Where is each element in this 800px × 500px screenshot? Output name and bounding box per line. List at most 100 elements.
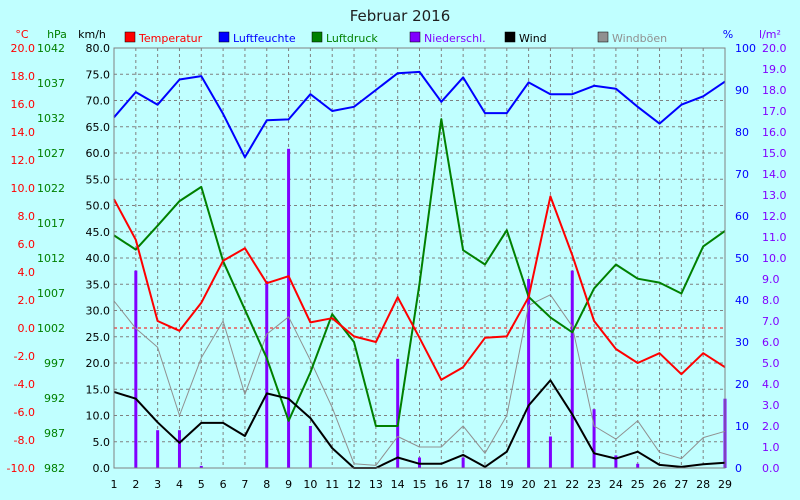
temperature-tick: 12.0 bbox=[11, 154, 36, 167]
plot-frame bbox=[113, 47, 726, 469]
precipitation-bar bbox=[177, 430, 181, 468]
legend-swatch bbox=[504, 31, 516, 43]
pressure-tick: 982 bbox=[44, 462, 65, 475]
precipitation-tick: 3.0 bbox=[762, 399, 780, 412]
pressure-tick: 1037 bbox=[37, 77, 65, 90]
pressure-tick: 987 bbox=[44, 427, 65, 440]
grid bbox=[113, 47, 726, 469]
precipitation-bar bbox=[570, 270, 574, 468]
x-tick: 19 bbox=[500, 478, 514, 491]
series-line-wind bbox=[113, 379, 726, 469]
precipitation-tick: 7.0 bbox=[762, 315, 780, 328]
x-tick: 4 bbox=[176, 478, 183, 491]
humidity-tick: 80 bbox=[735, 126, 749, 139]
series-line-pressure bbox=[113, 118, 726, 427]
wind-tick: 30.0 bbox=[86, 305, 111, 318]
precipitation-tick: 18.0 bbox=[762, 84, 787, 97]
legend-swatch bbox=[218, 31, 230, 43]
precipitation-tick: 10.0 bbox=[762, 252, 787, 265]
precipitation-bar bbox=[396, 358, 400, 468]
series-lines bbox=[113, 70, 726, 469]
legend-label: Temperatur bbox=[138, 32, 203, 45]
pressure-tick: 1032 bbox=[37, 112, 65, 125]
x-tick: 24 bbox=[609, 478, 623, 491]
precipitation-bar bbox=[527, 279, 531, 468]
temperature-tick: 6.0 bbox=[18, 238, 36, 251]
precipitation-tick: 5.0 bbox=[762, 357, 780, 370]
precipitation-tick: 2.0 bbox=[762, 420, 780, 433]
x-tick: 8 bbox=[263, 478, 270, 491]
legend-label: Luftfeuchte bbox=[233, 32, 296, 45]
precipitation-bar bbox=[461, 457, 465, 468]
humidity-tick: 10 bbox=[735, 420, 749, 433]
pressure-tick: 1007 bbox=[37, 287, 65, 300]
wind-tick: 0.0 bbox=[93, 462, 111, 475]
temperature-tick: 10.0 bbox=[11, 182, 36, 195]
x-tick: 11 bbox=[325, 478, 339, 491]
x-tick: 20 bbox=[522, 478, 536, 491]
wind-tick: 55.0 bbox=[86, 173, 111, 186]
wind-tick: 70.0 bbox=[86, 95, 111, 108]
wind-tick: 80.0 bbox=[86, 42, 111, 55]
pressure-tick: 1012 bbox=[37, 252, 65, 265]
temperature-tick: 0.0 bbox=[18, 322, 36, 335]
x-tick: 18 bbox=[478, 478, 492, 491]
x-tick: 3 bbox=[154, 478, 161, 491]
pressure-tick: 992 bbox=[44, 392, 65, 405]
tick-labels: 20.0 18.0 16.0 14.0 12.0 10.0 8.0 6.0 4.0 2.0 0.0 -… bbox=[7, 42, 787, 491]
precipitation-tick: 20.0 bbox=[762, 42, 787, 55]
temperature-tick: 16.0 bbox=[11, 98, 36, 111]
x-tick: 15 bbox=[413, 478, 427, 491]
precipitation-bar bbox=[418, 457, 421, 468]
series-line-wind bbox=[113, 294, 726, 466]
legend-label: Niederschl. bbox=[424, 32, 486, 45]
wind-tick: 40.0 bbox=[86, 252, 111, 265]
precipitation-tick: 1.0 bbox=[762, 441, 780, 454]
precipitation-tick: 16.0 bbox=[762, 126, 787, 139]
temperature-tick: 4.0 bbox=[18, 266, 36, 279]
precipitation-bar bbox=[308, 426, 312, 468]
humidity-tick: 20 bbox=[735, 378, 749, 391]
x-tick: 27 bbox=[674, 478, 688, 491]
temperature-tick: -8.0 bbox=[14, 434, 35, 447]
precipitation-bar bbox=[636, 463, 640, 468]
temperature-tick: 14.0 bbox=[11, 126, 36, 139]
x-tick: 21 bbox=[543, 478, 557, 491]
temperature-tick: 2.0 bbox=[18, 294, 36, 307]
precipitation-tick: 12.0 bbox=[762, 210, 787, 223]
precipitation-tick: 13.0 bbox=[762, 189, 787, 202]
x-tick: 12 bbox=[347, 478, 361, 491]
series-line-humidity bbox=[113, 70, 726, 159]
wind-tick: 35.0 bbox=[86, 278, 111, 291]
x-tick: 22 bbox=[565, 478, 579, 491]
x-tick: 25 bbox=[631, 478, 645, 491]
wind-tick: 10.0 bbox=[86, 410, 111, 423]
temperature-tick: 18.0 bbox=[11, 70, 36, 83]
temperature-unit: °C bbox=[15, 28, 29, 41]
x-tick: 23 bbox=[587, 478, 601, 491]
series-line-temperature bbox=[113, 195, 726, 381]
humidity-tick: 60 bbox=[735, 210, 749, 223]
precipitation-tick: 11.0 bbox=[762, 231, 787, 244]
temperature-tick: 8.0 bbox=[18, 210, 36, 223]
pressure-tick: 1002 bbox=[37, 322, 65, 335]
precipitation-bar bbox=[548, 436, 552, 468]
wind-tick: 5.0 bbox=[93, 436, 111, 449]
precipitation-tick: 4.0 bbox=[762, 378, 780, 391]
legend-swatch bbox=[409, 31, 421, 43]
temperature-tick: -4.0 bbox=[14, 378, 35, 391]
legend-label: Luftdruck bbox=[326, 32, 378, 45]
wind-tick: 75.0 bbox=[86, 68, 111, 81]
precipitation-unit: l/m² bbox=[759, 28, 781, 41]
wind-tick: 45.0 bbox=[86, 226, 111, 239]
precipitation-tick: 19.0 bbox=[762, 63, 787, 76]
temperature-tick: -6.0 bbox=[14, 406, 35, 419]
humidity-tick: 40 bbox=[735, 294, 749, 307]
humidity-unit: % bbox=[723, 28, 733, 41]
precipitation-tick: 9.0 bbox=[762, 273, 780, 286]
x-tick: 6 bbox=[220, 478, 227, 491]
x-tick: 5 bbox=[198, 478, 205, 491]
temperature-tick: -2.0 bbox=[14, 350, 35, 363]
precipitation-bar bbox=[265, 281, 269, 468]
x-tick: 13 bbox=[369, 478, 383, 491]
